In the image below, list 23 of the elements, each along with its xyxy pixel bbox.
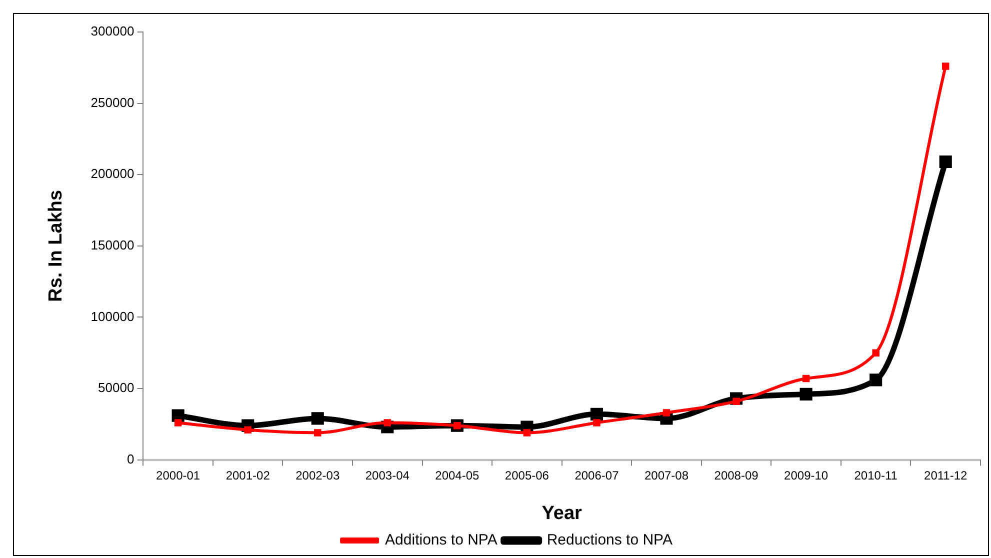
y-tick-label: 200000 (90, 166, 134, 182)
x-tick-label: 2004-05 (435, 468, 480, 482)
x-tick-label: 2009-10 (784, 468, 828, 482)
x-tick-label: 2011-12 (924, 468, 968, 482)
y-tick-label: 50000 (98, 380, 134, 396)
y-tick-label: 0 (126, 451, 134, 466)
x-tick-label: 2003-04 (365, 468, 410, 482)
x-tick-label: 2001-02 (226, 468, 270, 482)
legend-label: Additions to NPA (385, 532, 498, 549)
y-axis-title: Rs. In Lakhs (46, 190, 67, 302)
y-tick-label: 100000 (90, 308, 134, 324)
x-tick-label: 2000-01 (156, 468, 200, 482)
x-tick-label: 2005-06 (504, 468, 550, 482)
x-tick-label: 2006-07 (574, 468, 620, 482)
x-tick-label: 2007-08 (644, 468, 689, 482)
y-tick-label: 250000 (90, 94, 134, 110)
x-tick-label: 2010-11 (854, 468, 898, 482)
y-tick-label: 150000 (90, 237, 134, 252)
y-tick-label: 300000 (90, 24, 134, 39)
x-tick-label: 2002-03 (296, 468, 340, 482)
legend-label: Reductions to NPA (546, 532, 672, 549)
x-axis-title: Year (542, 502, 583, 524)
x-tick-label: 2008-09 (714, 468, 759, 482)
